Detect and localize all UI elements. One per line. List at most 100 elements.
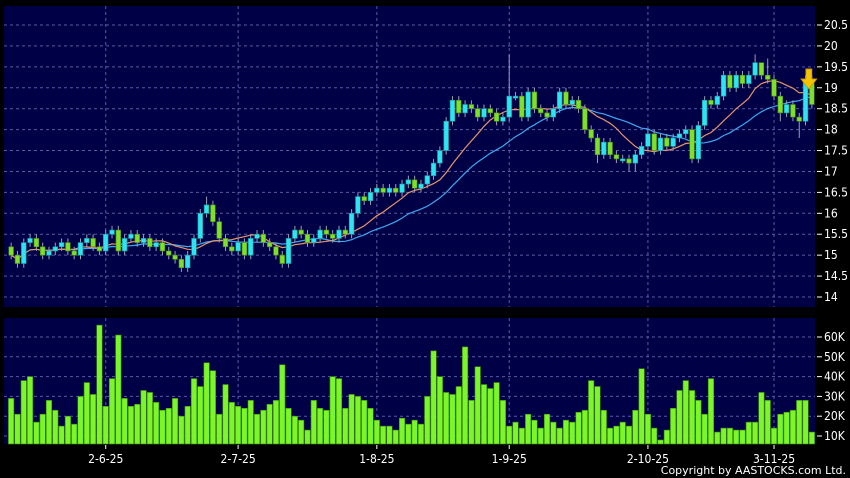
volume-bar: [140, 390, 147, 445]
price-tick-label: 15.5: [824, 227, 848, 241]
candle: [323, 225, 330, 239]
volume-bar: [373, 419, 380, 445]
candle-body: [128, 233, 134, 239]
candle: [456, 96, 462, 118]
candle: [393, 184, 399, 197]
volume-bar: [594, 386, 601, 445]
copyright-text: Copyright by AASTOCKS.com Ltd.: [660, 464, 846, 477]
candle-body: [525, 91, 531, 118]
volume-bar: [235, 405, 242, 445]
volume-bar: [285, 407, 292, 445]
candle-body: [556, 91, 563, 109]
candle: [638, 142, 645, 159]
candle-body: [323, 229, 330, 235]
candle-body: [178, 259, 185, 269]
candle: [33, 234, 40, 251]
candle: [430, 158, 437, 180]
volume-bar: [216, 413, 223, 445]
candle-body: [336, 229, 342, 239]
volume-bar: [342, 407, 349, 445]
candle-body: [241, 242, 248, 256]
candle: [575, 96, 582, 113]
candle-body: [203, 204, 210, 214]
candle: [689, 125, 695, 164]
volume-bar: [474, 366, 481, 445]
candle-body: [399, 183, 405, 193]
candle-body: [538, 108, 544, 114]
candle-body: [506, 95, 512, 118]
candle: [613, 150, 620, 164]
candle-body: [185, 254, 191, 269]
candle: [702, 96, 708, 130]
candle-body: [449, 100, 456, 122]
candle-body: [266, 242, 273, 248]
candle: [790, 100, 796, 122]
volume-bar: [569, 421, 576, 445]
candle-body: [796, 116, 802, 122]
candle: [115, 225, 121, 256]
volume-bar: [770, 427, 778, 445]
candle-body: [676, 133, 683, 139]
candle-body: [292, 229, 298, 239]
price-tick-label: 14.5: [824, 269, 848, 283]
volume-bar: [657, 439, 664, 445]
volume-bar: [499, 400, 506, 445]
volume-bar: [468, 400, 475, 445]
volume-bar: [676, 390, 683, 445]
candle: [172, 250, 178, 264]
volume-bar: [670, 407, 677, 445]
date-tick-label: 1-9-25: [492, 452, 527, 466]
price-tick-label: 18: [824, 123, 838, 137]
candle: [519, 91, 525, 122]
candle: [248, 234, 254, 260]
candle: [140, 234, 147, 247]
volume-bar: [695, 400, 702, 445]
volume-bar: [752, 421, 759, 445]
candle-body: [670, 137, 676, 147]
volume-bar: [701, 413, 708, 445]
candle: [437, 146, 443, 168]
candle: [77, 238, 84, 260]
date-tick-label: 2-6-25: [88, 452, 123, 466]
candle-body: [191, 238, 197, 256]
candle-body: [601, 141, 607, 156]
candle: [348, 209, 355, 239]
candle: [594, 133, 601, 164]
volume-bar: [392, 429, 399, 445]
candle: [336, 225, 342, 243]
volume-bar: [638, 368, 645, 445]
candle: [645, 129, 651, 151]
volume-bar: [96, 324, 103, 445]
candle: [361, 192, 367, 205]
volume-bar: [323, 409, 330, 445]
candle-body: [273, 246, 279, 256]
volume-bar: [455, 386, 462, 445]
candle-body: [437, 150, 443, 164]
candle-body: [544, 112, 550, 118]
volume-bar: [260, 409, 267, 445]
price-tick-label: 19: [824, 81, 838, 95]
volume-bar: [783, 411, 790, 445]
candle-body: [71, 250, 77, 256]
candle: [178, 255, 185, 272]
volume-bar: [417, 423, 425, 445]
price-tick-label: 15: [824, 248, 838, 262]
candle: [739, 71, 746, 88]
price-tick-label: 16: [824, 206, 838, 220]
price-tick-label: 20.5: [824, 18, 848, 32]
candle: [273, 242, 279, 260]
volume-bar: [178, 415, 185, 445]
candle: [783, 100, 790, 118]
volume-bar: [518, 427, 525, 445]
volume-bar: [165, 407, 172, 445]
candle: [266, 238, 273, 251]
candle: [147, 234, 153, 251]
candle: [292, 225, 298, 243]
volume-bar: [600, 409, 607, 445]
volume-bar: [153, 402, 160, 445]
candle-body: [254, 233, 260, 239]
candle-body: [65, 242, 71, 252]
candle-body: [361, 196, 367, 202]
volume-bar: [380, 425, 387, 445]
candle: [8, 242, 14, 260]
